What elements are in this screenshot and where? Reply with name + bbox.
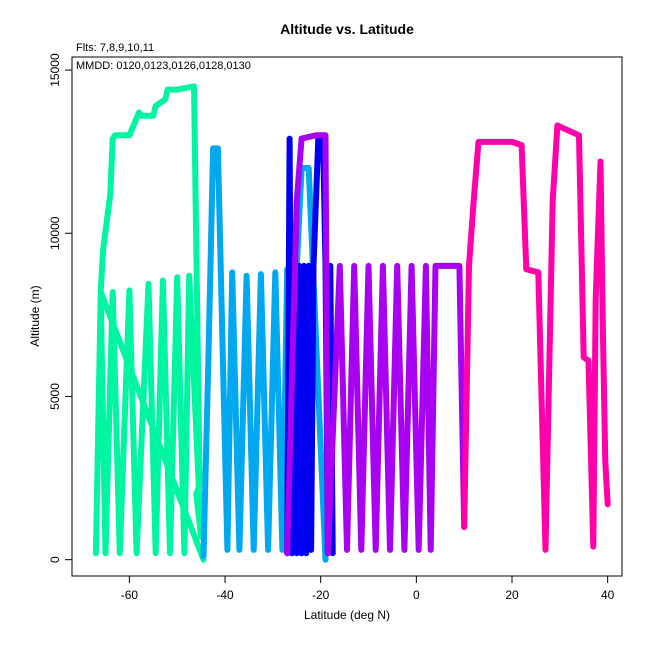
x-tick-label: -40	[216, 588, 234, 602]
y-tick-label: 5000	[48, 383, 62, 410]
x-axis-label: Latitude (deg N)	[304, 608, 390, 622]
x-tick-label: 40	[601, 588, 615, 602]
x-axis: -60 -40 -20 0 20 40	[121, 575, 615, 602]
flight-track-5	[461, 122, 611, 553]
x-tick-label: -20	[312, 588, 330, 602]
y-axis: 0 5000 10000 15000	[48, 53, 73, 563]
x-tick-label: 0	[413, 588, 420, 602]
y-tick-label: 15000	[48, 53, 62, 87]
y-axis-label: Altitude (m)	[28, 285, 42, 346]
x-tick-label: -60	[121, 588, 139, 602]
flight-track-4	[284, 132, 468, 557]
dates-annotation: MMDD: 0120,0123,0126,0128,0130	[76, 60, 251, 72]
flights-annotation: Flts: 7,8,9,10,11	[76, 42, 154, 54]
chart-title: Altitude vs. Latitude	[280, 21, 414, 37]
flight-track-1	[92, 83, 207, 563]
series-layer	[92, 83, 611, 563]
y-tick-label: 10000	[48, 216, 62, 250]
y-tick-label: 0	[48, 556, 62, 563]
x-tick-label: 20	[505, 588, 519, 602]
